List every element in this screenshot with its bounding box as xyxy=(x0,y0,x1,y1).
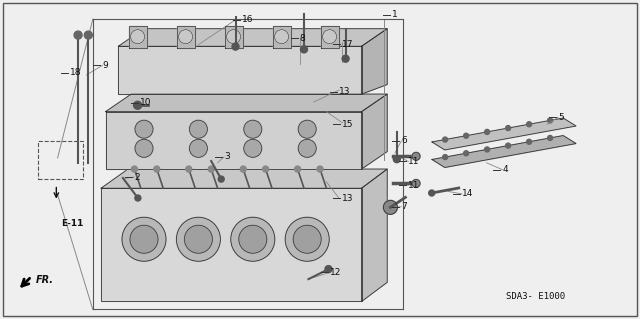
Circle shape xyxy=(342,55,349,62)
Bar xyxy=(273,26,291,48)
Circle shape xyxy=(429,190,435,196)
Circle shape xyxy=(189,139,207,157)
Text: 4: 4 xyxy=(502,165,508,174)
Circle shape xyxy=(443,137,447,142)
Polygon shape xyxy=(106,94,387,112)
Text: 3: 3 xyxy=(224,152,230,161)
Text: 11: 11 xyxy=(408,157,420,166)
Polygon shape xyxy=(362,29,387,94)
Text: 6: 6 xyxy=(401,137,407,145)
Circle shape xyxy=(189,120,207,138)
Text: E-11: E-11 xyxy=(61,219,83,228)
Polygon shape xyxy=(101,169,387,188)
Text: FR.: FR. xyxy=(36,275,54,285)
Text: 12: 12 xyxy=(330,268,341,277)
Circle shape xyxy=(463,133,468,138)
Circle shape xyxy=(294,166,301,172)
Circle shape xyxy=(298,120,316,138)
Text: 18: 18 xyxy=(70,68,82,77)
Circle shape xyxy=(244,139,262,157)
Circle shape xyxy=(394,156,400,163)
Circle shape xyxy=(275,30,289,44)
Circle shape xyxy=(131,166,138,172)
Circle shape xyxy=(484,147,490,152)
Circle shape xyxy=(285,217,329,261)
Circle shape xyxy=(231,217,275,261)
Polygon shape xyxy=(101,188,362,301)
Circle shape xyxy=(154,166,160,172)
Text: 15: 15 xyxy=(342,120,354,129)
Circle shape xyxy=(135,139,153,157)
Circle shape xyxy=(179,30,193,44)
Circle shape xyxy=(527,122,532,127)
Circle shape xyxy=(527,139,532,144)
Circle shape xyxy=(484,130,490,134)
Polygon shape xyxy=(432,136,576,167)
Circle shape xyxy=(186,166,192,172)
Circle shape xyxy=(122,217,166,261)
Circle shape xyxy=(412,152,420,160)
Text: 13: 13 xyxy=(339,87,351,96)
Text: 14: 14 xyxy=(462,189,474,198)
Circle shape xyxy=(131,30,145,44)
Text: 10: 10 xyxy=(140,98,151,107)
Circle shape xyxy=(317,166,323,172)
Text: 16: 16 xyxy=(242,15,253,24)
Circle shape xyxy=(262,166,269,172)
Circle shape xyxy=(548,136,552,140)
Circle shape xyxy=(463,151,468,156)
Circle shape xyxy=(135,120,153,138)
Text: 5: 5 xyxy=(558,113,564,122)
Bar xyxy=(38,140,83,179)
Circle shape xyxy=(135,195,141,201)
Circle shape xyxy=(74,31,82,39)
Bar xyxy=(321,26,339,48)
Circle shape xyxy=(184,225,212,253)
Text: 9: 9 xyxy=(102,61,108,70)
Polygon shape xyxy=(362,169,387,301)
Circle shape xyxy=(443,155,447,160)
Circle shape xyxy=(240,166,246,172)
Text: 7: 7 xyxy=(401,202,407,211)
Circle shape xyxy=(84,31,92,39)
Text: 11: 11 xyxy=(408,181,420,189)
Circle shape xyxy=(383,200,397,214)
Polygon shape xyxy=(118,29,387,46)
Bar xyxy=(129,26,147,48)
Circle shape xyxy=(323,30,337,44)
Text: 17: 17 xyxy=(342,40,354,48)
Circle shape xyxy=(298,139,316,157)
Polygon shape xyxy=(106,112,362,169)
Polygon shape xyxy=(362,94,387,169)
Text: 1: 1 xyxy=(392,10,397,19)
Circle shape xyxy=(548,118,552,123)
Text: SDA3- E1000: SDA3- E1000 xyxy=(506,292,564,301)
Circle shape xyxy=(301,46,307,53)
Text: 2: 2 xyxy=(134,173,140,182)
Circle shape xyxy=(244,120,262,138)
Circle shape xyxy=(506,126,511,130)
Circle shape xyxy=(325,266,332,273)
Circle shape xyxy=(134,101,141,109)
Circle shape xyxy=(293,225,321,253)
Bar xyxy=(225,26,243,48)
Polygon shape xyxy=(118,46,362,94)
Circle shape xyxy=(232,43,239,50)
Circle shape xyxy=(239,225,267,253)
Text: 8: 8 xyxy=(300,34,305,43)
Circle shape xyxy=(130,225,158,253)
Circle shape xyxy=(506,143,511,148)
Text: 13: 13 xyxy=(342,194,354,203)
Bar xyxy=(177,26,195,48)
Circle shape xyxy=(412,179,420,188)
Circle shape xyxy=(227,30,241,44)
Polygon shape xyxy=(432,118,576,150)
Circle shape xyxy=(218,176,224,182)
Circle shape xyxy=(208,166,214,172)
Circle shape xyxy=(177,217,220,261)
